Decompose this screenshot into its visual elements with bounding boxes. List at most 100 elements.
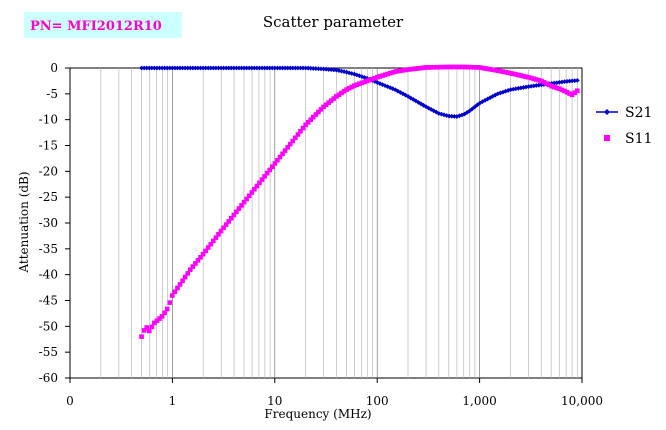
- data-point: [244, 196, 249, 202]
- data-point: [187, 65, 193, 71]
- data-point: [439, 64, 444, 70]
- data-point: [318, 66, 324, 72]
- data-point: [172, 289, 178, 295]
- data-point: [169, 65, 175, 71]
- data-point: [434, 64, 439, 70]
- data-point: [554, 80, 560, 86]
- data-point: [369, 76, 375, 82]
- data-point: [572, 90, 578, 96]
- y-tick-label: -50: [39, 319, 58, 333]
- data-point: [203, 65, 209, 71]
- data-point: [431, 65, 437, 70]
- data-point: [375, 74, 380, 80]
- data-point: [408, 95, 414, 101]
- data-point: [349, 71, 355, 76]
- data-point: [154, 318, 160, 324]
- data-point: [259, 177, 265, 182]
- data-point: [236, 65, 242, 71]
- series-s11: [139, 64, 580, 339]
- data-point: [534, 77, 539, 82]
- data-point: [193, 261, 198, 266]
- data-point: [523, 74, 529, 80]
- data-point: [198, 65, 203, 71]
- data-point: [344, 69, 350, 75]
- data-point: [362, 79, 367, 85]
- x-tick-label: 10: [267, 394, 282, 408]
- data-point: [152, 320, 157, 326]
- data-point: [408, 66, 414, 72]
- data-point: [467, 64, 472, 70]
- data-point: [567, 91, 572, 96]
- data-point: [295, 132, 301, 137]
- data-point: [439, 111, 444, 117]
- data-point: [246, 65, 252, 71]
- data-point: [293, 135, 298, 141]
- data-point: [282, 148, 288, 153]
- data-point: [549, 81, 555, 86]
- data-point: [449, 113, 455, 119]
- data-point: [259, 65, 265, 71]
- data-point: [195, 65, 201, 71]
- plot-area: [69, 67, 583, 379]
- data-point: [446, 64, 452, 70]
- y-tick-label: -40: [39, 268, 58, 282]
- data-point: [175, 285, 180, 291]
- data-point: [462, 64, 467, 70]
- data-point: [193, 65, 198, 71]
- data-point: [331, 96, 337, 101]
- data-point: [526, 75, 531, 80]
- data-point: [144, 65, 150, 71]
- data-point: [482, 66, 488, 71]
- data-point: [159, 65, 165, 71]
- data-point: [228, 65, 234, 71]
- data-point: [574, 78, 580, 83]
- data-point: [280, 65, 285, 71]
- data-point: [282, 65, 288, 71]
- data-point: [562, 79, 567, 85]
- data-point: [385, 71, 390, 77]
- data-point: [380, 82, 385, 87]
- data-point: [436, 64, 442, 70]
- data-point: [413, 98, 419, 104]
- data-point: [454, 114, 460, 119]
- data-point: [323, 102, 329, 108]
- legend-label: S21: [625, 105, 652, 121]
- x-tick-label: 10,000: [561, 394, 603, 408]
- data-point: [334, 94, 339, 99]
- data-point: [477, 100, 483, 106]
- data-point: [485, 96, 491, 102]
- data-point: [354, 82, 360, 87]
- data-point: [318, 107, 324, 112]
- part-number-text: PN= MFI2012R10: [30, 19, 162, 34]
- data-point: [421, 65, 426, 71]
- data-point: [252, 186, 257, 192]
- data-point: [157, 316, 162, 321]
- data-point: [200, 65, 206, 71]
- data-point: [285, 65, 291, 71]
- data-point: [377, 74, 383, 79]
- data-point: [464, 64, 470, 70]
- data-point: [300, 125, 306, 131]
- data-point: [549, 83, 554, 89]
- data-point: [564, 89, 570, 95]
- y-tick-label: -10: [39, 113, 58, 127]
- data-point: [405, 67, 411, 72]
- data-point: [234, 65, 239, 71]
- data-point: [480, 99, 485, 105]
- data-point: [190, 65, 196, 71]
- data-point: [272, 161, 278, 166]
- data-point: [513, 72, 519, 77]
- data-point: [226, 65, 232, 71]
- data-point: [539, 78, 544, 84]
- data-point: [541, 80, 547, 85]
- data-point: [164, 65, 170, 71]
- data-point: [300, 65, 306, 71]
- data-point: [285, 145, 290, 150]
- data-point: [223, 65, 229, 71]
- data-point: [359, 80, 365, 86]
- legend-label: S11: [625, 131, 652, 147]
- data-point: [287, 141, 293, 147]
- data-point: [454, 64, 460, 70]
- data-point: [339, 90, 344, 96]
- data-point: [444, 113, 449, 118]
